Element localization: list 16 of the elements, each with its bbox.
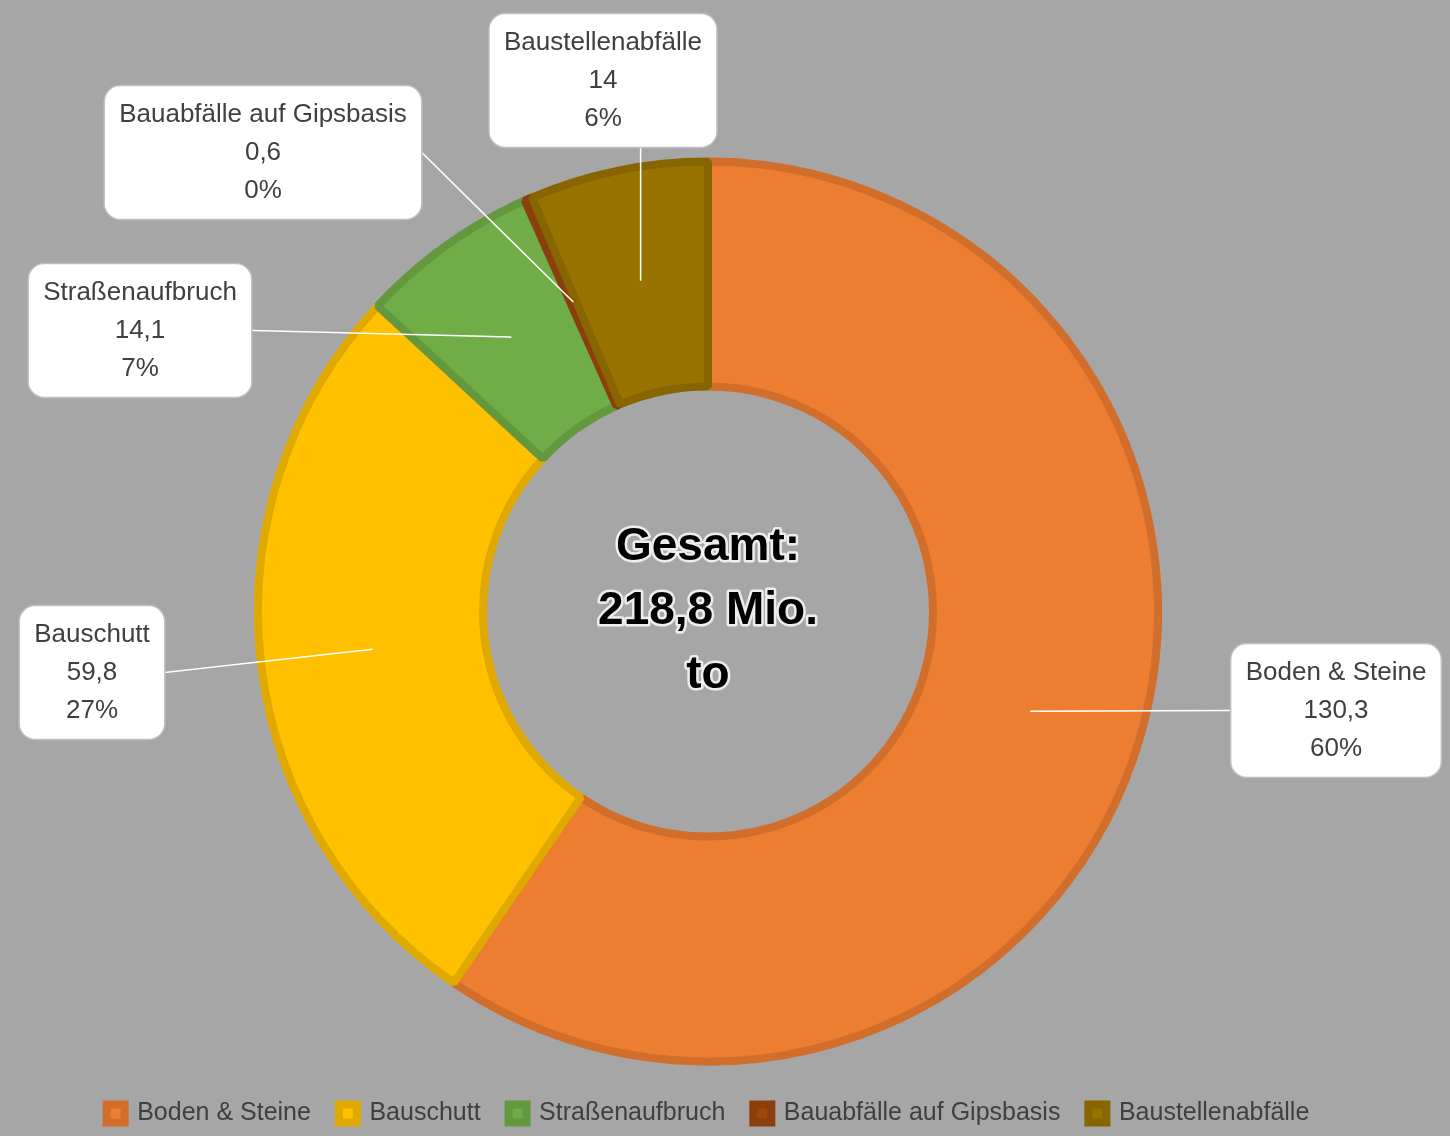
legend-label: Boden & Steine [137, 1097, 311, 1126]
legend-label: Bauabfälle auf Gipsbasis [783, 1097, 1061, 1126]
legend-label: Baustellenabfälle [1118, 1097, 1310, 1126]
text: Gesamt: 218,8 Mio. to [598, 518, 818, 699]
slice-label: Boden & Steine [1245, 655, 1427, 686]
slice-label: Bauschutt [34, 617, 151, 648]
data-label: 130,3 60% [1303, 693, 1369, 762]
slice-label: Baustellenabfälle [503, 25, 703, 56]
data-label: 14,1 7% [114, 313, 166, 382]
data-label: 14 6% [584, 63, 622, 132]
legend-label: Bauschutt [369, 1097, 481, 1126]
slice-label: Straßenaufbruch [43, 275, 237, 306]
legend-label: Straßenaufbruch [539, 1097, 726, 1126]
data-label: 59,8 27% [65, 655, 119, 724]
slice-label: Bauabfälle auf Gipsbasis [119, 97, 407, 128]
data-label: 0,6 0% [244, 135, 282, 204]
